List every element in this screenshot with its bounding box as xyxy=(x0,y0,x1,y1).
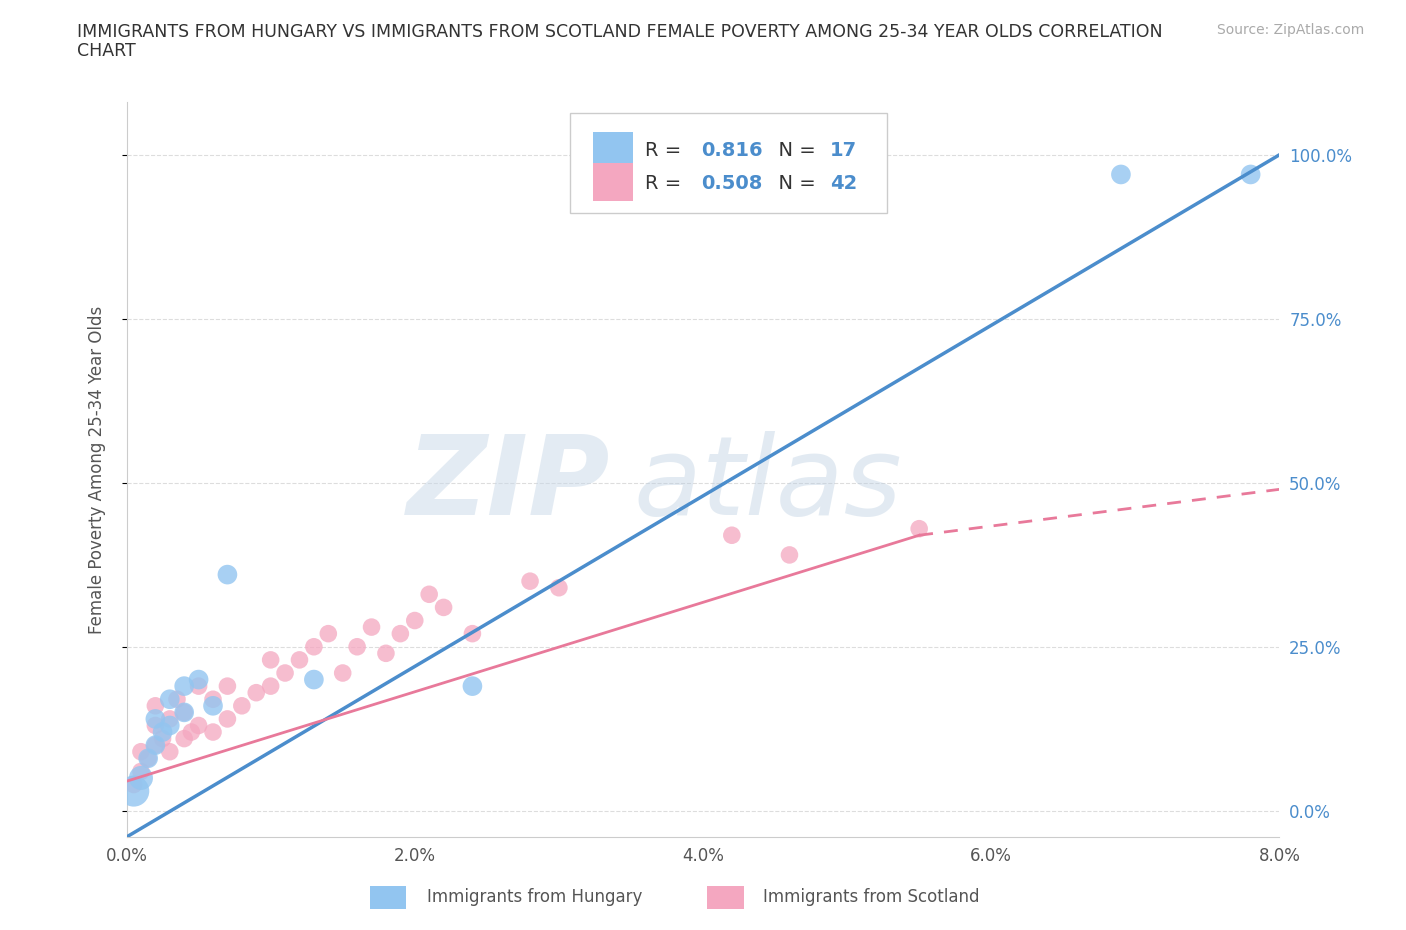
Point xyxy=(145,737,166,752)
Point xyxy=(1240,167,1263,182)
Point xyxy=(145,737,166,752)
Point xyxy=(404,613,426,628)
Point xyxy=(217,567,239,582)
Point xyxy=(548,580,571,595)
Point xyxy=(288,653,311,668)
Point xyxy=(136,751,159,765)
Point xyxy=(166,692,188,707)
Point xyxy=(519,574,541,589)
Point xyxy=(180,724,202,739)
Text: ZIP: ZIP xyxy=(408,431,610,538)
Point xyxy=(129,771,152,786)
Text: Immigrants from Scotland: Immigrants from Scotland xyxy=(763,888,980,907)
Text: 42: 42 xyxy=(830,174,858,193)
FancyBboxPatch shape xyxy=(593,164,633,202)
Text: R =: R = xyxy=(645,140,688,160)
Point xyxy=(908,521,931,536)
Text: IMMIGRANTS FROM HUNGARY VS IMMIGRANTS FROM SCOTLAND FEMALE POVERTY AMONG 25-34 Y: IMMIGRANTS FROM HUNGARY VS IMMIGRANTS FR… xyxy=(77,23,1163,41)
Point xyxy=(318,626,340,641)
Text: R =: R = xyxy=(645,174,688,193)
Text: atlas: atlas xyxy=(634,431,903,538)
Point xyxy=(159,711,181,726)
Point xyxy=(302,639,325,654)
Point xyxy=(202,724,225,739)
Point xyxy=(152,731,174,746)
Text: CHART: CHART xyxy=(77,42,136,60)
Point xyxy=(202,698,225,713)
Point xyxy=(159,718,181,733)
Point xyxy=(259,653,281,668)
Point xyxy=(159,692,181,707)
Point xyxy=(461,626,484,641)
Point xyxy=(433,600,456,615)
Point xyxy=(231,698,253,713)
Point xyxy=(346,639,368,654)
Point xyxy=(418,587,440,602)
Point xyxy=(461,679,484,694)
Point xyxy=(332,666,354,681)
Point xyxy=(187,679,209,694)
Point xyxy=(159,744,181,759)
Point xyxy=(173,679,195,694)
Text: 0.508: 0.508 xyxy=(700,174,762,193)
Point xyxy=(302,672,325,687)
Point xyxy=(136,751,159,765)
FancyBboxPatch shape xyxy=(571,113,887,213)
Text: 0.816: 0.816 xyxy=(700,140,762,160)
Point xyxy=(217,711,239,726)
Point xyxy=(122,777,145,792)
Text: 17: 17 xyxy=(830,140,856,160)
Point xyxy=(145,698,166,713)
Y-axis label: Female Poverty Among 25-34 Year Olds: Female Poverty Among 25-34 Year Olds xyxy=(87,306,105,633)
Point xyxy=(145,718,166,733)
Text: Source: ZipAtlas.com: Source: ZipAtlas.com xyxy=(1216,23,1364,37)
Point xyxy=(187,718,209,733)
Point xyxy=(779,548,801,563)
Point xyxy=(245,685,267,700)
Point xyxy=(1109,167,1132,182)
Text: N =: N = xyxy=(766,174,823,193)
Point xyxy=(145,711,166,726)
Text: Immigrants from Hungary: Immigrants from Hungary xyxy=(426,888,643,907)
Point xyxy=(129,764,152,778)
Point xyxy=(122,784,145,799)
Point xyxy=(173,731,195,746)
Point xyxy=(202,692,225,707)
Point xyxy=(152,724,174,739)
Point xyxy=(217,679,239,694)
Point xyxy=(360,619,382,634)
Point xyxy=(259,679,281,694)
Point xyxy=(187,672,209,687)
Point xyxy=(720,528,742,543)
Point xyxy=(389,626,412,641)
Text: N =: N = xyxy=(766,140,823,160)
Point xyxy=(173,705,195,720)
Point xyxy=(274,666,297,681)
Point xyxy=(173,705,195,720)
FancyBboxPatch shape xyxy=(593,132,633,170)
Point xyxy=(129,744,152,759)
Point xyxy=(374,646,398,661)
